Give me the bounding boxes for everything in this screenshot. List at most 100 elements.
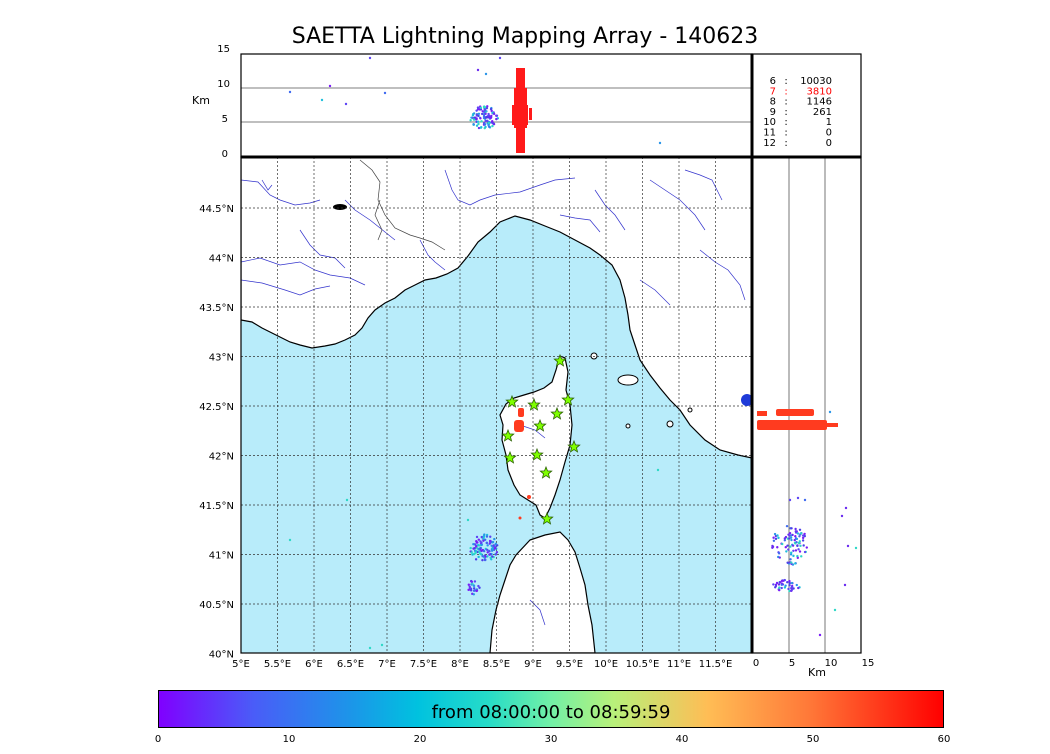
lightning-point bbox=[780, 583, 783, 586]
lightning-point bbox=[493, 544, 496, 547]
lightning-point bbox=[786, 544, 789, 547]
lightning-point bbox=[320, 98, 324, 102]
lightning-point bbox=[789, 536, 793, 539]
lat-tick-label: 42.5°N bbox=[199, 402, 234, 413]
lightning-point bbox=[797, 548, 800, 551]
lightning-point bbox=[794, 527, 797, 531]
lightning-point bbox=[788, 534, 791, 537]
lightning-point bbox=[789, 558, 792, 561]
lightning-point bbox=[833, 608, 837, 612]
lightning-point bbox=[793, 538, 796, 542]
lightning-point bbox=[771, 545, 775, 549]
lightning-point bbox=[484, 119, 487, 123]
lightning-point bbox=[466, 518, 470, 522]
top-ytick: 10 bbox=[217, 79, 230, 90]
colorbar-tick: 20 bbox=[413, 734, 427, 745]
lat-tick-label: 43°N bbox=[209, 353, 234, 364]
legend-sep: : bbox=[784, 138, 787, 149]
station-star-icon bbox=[533, 418, 547, 432]
lightning-point bbox=[788, 579, 791, 583]
lightning-point bbox=[777, 583, 781, 586]
lightning-point bbox=[477, 126, 481, 130]
lightning-point bbox=[485, 106, 489, 110]
lightning-point bbox=[491, 555, 494, 558]
lightning-point bbox=[846, 544, 850, 548]
lightning-point bbox=[780, 579, 784, 583]
lightning-point bbox=[788, 498, 792, 502]
lightning-point bbox=[469, 118, 472, 122]
lightning-point bbox=[468, 586, 472, 590]
lightning-point bbox=[475, 124, 479, 127]
colorbar-tick: 50 bbox=[806, 734, 820, 745]
lightning-point bbox=[794, 549, 798, 552]
lightning-point bbox=[288, 538, 292, 542]
lightning-point bbox=[798, 528, 802, 531]
lightning-point bbox=[798, 550, 802, 553]
lightning-point bbox=[776, 534, 779, 537]
lightning-point bbox=[792, 549, 795, 552]
lightning-point bbox=[485, 535, 489, 538]
map-panel: 44.5°N 44°N 43.5°N 43°N 42.5°N 42°N 41.5°N 41°N… bbox=[199, 156, 753, 670]
lightning-point bbox=[368, 56, 372, 60]
lightning-point bbox=[495, 117, 498, 121]
lightning-point bbox=[789, 553, 793, 556]
lightning-point bbox=[478, 586, 481, 589]
legend-row: 6: 10030 bbox=[770, 76, 832, 87]
lon-tick-label: 11.5°E bbox=[699, 659, 733, 670]
lightning-point bbox=[799, 544, 802, 548]
lightning-point bbox=[787, 587, 790, 591]
legend-value: 0 bbox=[826, 128, 832, 139]
lightning-point bbox=[483, 122, 486, 126]
lon-tick-label: 8.5°E bbox=[483, 659, 510, 670]
lightning-point bbox=[472, 587, 476, 590]
lightning-point bbox=[788, 581, 791, 585]
lightning-point bbox=[472, 542, 475, 546]
lightning-point bbox=[784, 535, 788, 539]
lightning-point bbox=[780, 586, 783, 590]
lightning-point bbox=[474, 551, 477, 555]
lightning-point bbox=[778, 556, 781, 559]
lat-tick-label: 41.5°N bbox=[199, 501, 234, 512]
lightning-point bbox=[783, 578, 787, 582]
rivers bbox=[241, 169, 746, 626]
lightning-point bbox=[481, 558, 484, 562]
lightning-point bbox=[481, 110, 484, 113]
lightning-point bbox=[792, 587, 795, 590]
lightning-point bbox=[788, 537, 791, 540]
lightning-point bbox=[477, 114, 480, 118]
top-ytick: 0 bbox=[222, 149, 228, 160]
top-ytick: 5 bbox=[222, 114, 228, 125]
lightning-point bbox=[484, 72, 488, 76]
lightning-point bbox=[785, 550, 788, 553]
lon-tick-label: 9.5°E bbox=[556, 659, 583, 670]
colorbar-tick: 0 bbox=[154, 734, 162, 745]
lat-tick-label: 40°N bbox=[209, 650, 234, 661]
lightning-point bbox=[795, 583, 798, 587]
lightning-point bbox=[368, 646, 372, 650]
lightning-point bbox=[484, 558, 487, 562]
lightning-point bbox=[774, 537, 778, 541]
lat-tick-label: 40.5°N bbox=[199, 600, 234, 611]
station-star-icon bbox=[527, 397, 541, 411]
legend-key: 11 bbox=[763, 128, 776, 139]
lightning-point bbox=[795, 540, 798, 544]
lightning-point bbox=[492, 112, 496, 116]
legend-value: 3810 bbox=[807, 86, 832, 97]
legend-row: 8: 1146 bbox=[770, 97, 832, 108]
lightning-point bbox=[475, 589, 478, 593]
lightning-point bbox=[788, 532, 792, 535]
lightning-point bbox=[328, 84, 332, 88]
lightning-point bbox=[777, 588, 781, 592]
lightning-point bbox=[776, 546, 779, 549]
side-xtick: 10 bbox=[825, 658, 838, 669]
altitude-longitude-panel: Km 15 10 5 0 bbox=[192, 44, 753, 160]
lightning-point bbox=[487, 124, 490, 127]
lightning-point bbox=[490, 549, 494, 552]
lightning-point bbox=[477, 548, 480, 551]
lightning-point bbox=[380, 643, 384, 647]
legend-row: 10: 1 bbox=[763, 117, 832, 128]
lightning-point bbox=[471, 553, 474, 556]
lightning-point bbox=[795, 537, 799, 541]
